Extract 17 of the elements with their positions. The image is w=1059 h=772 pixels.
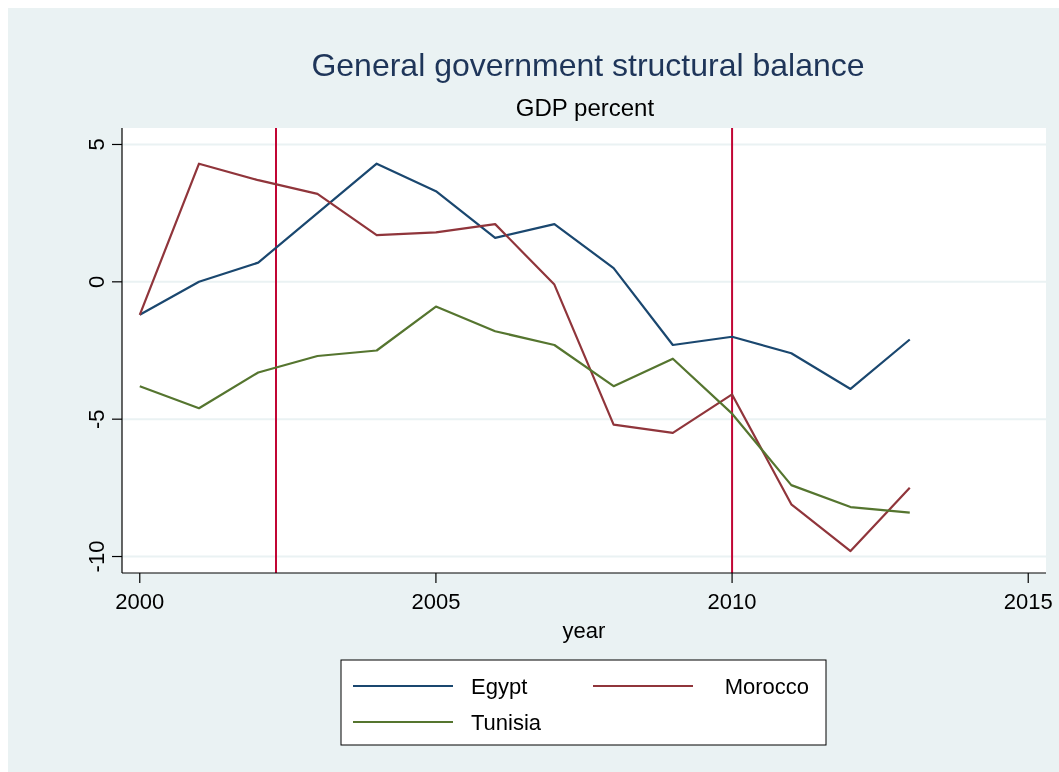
line-series — [138, 162, 911, 391]
legend-label: Morocco — [724, 674, 809, 699]
x-tick-label: 2005 — [411, 589, 461, 614]
y-tick-label: 5 — [84, 138, 109, 151]
line-series — [138, 162, 911, 553]
x-tick-label: 2010 — [707, 589, 757, 614]
x-axis-title: year — [562, 618, 606, 643]
x-tick-label: 2000 — [115, 589, 165, 614]
y-tick-label: 0 — [84, 275, 109, 288]
legend-label: Egypt — [471, 674, 528, 699]
chart-title: General government structural balance — [311, 47, 865, 83]
y-tick-label: -10 — [84, 540, 109, 573]
legend-label: Tunisia — [471, 710, 542, 735]
line-series — [138, 305, 911, 514]
chart-subtitle: GDP percent — [515, 94, 655, 121]
x-tick-label: 2015 — [1003, 589, 1053, 614]
y-tick-label: -5 — [84, 409, 109, 429]
